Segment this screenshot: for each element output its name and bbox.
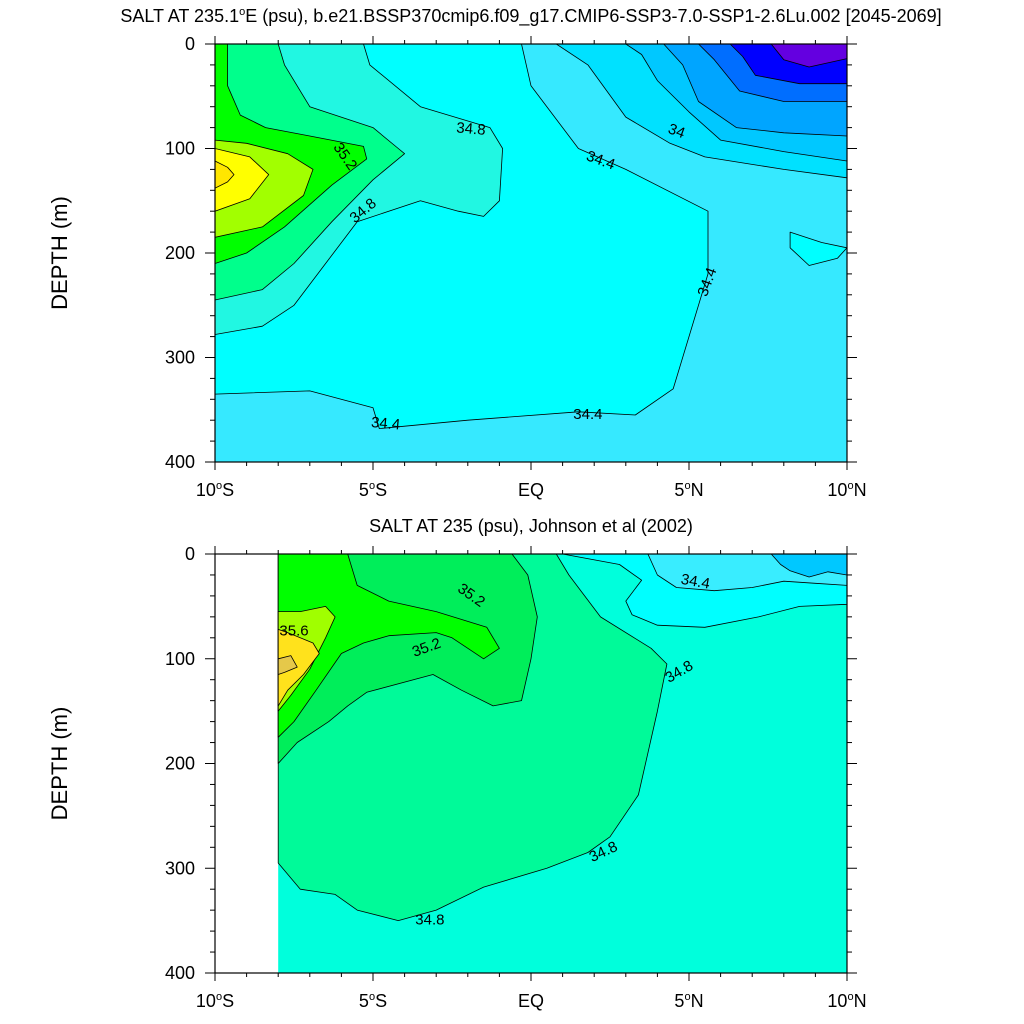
y-axis-label: DEPTH (m): [47, 196, 72, 310]
y-tick-label: 400: [165, 452, 195, 472]
chart-title: SALT AT 235 (psu), Johnson et al (2002): [369, 516, 693, 536]
y-axis: 0 100 200 300 400: [165, 34, 857, 472]
y-tick-label: 300: [165, 858, 195, 878]
y-axis: 0 100 200 300 400: [165, 544, 857, 983]
contour-label: 34.8: [456, 119, 487, 138]
contour-label: 34.4: [680, 571, 712, 593]
contour-label: 34.8: [415, 912, 444, 929]
y-tick-label: 0: [185, 544, 195, 564]
contour-label: 34.4: [370, 414, 401, 433]
x-axis: 10oS 5oS EQ 5oN 10oN: [196, 546, 867, 1011]
x-tick-label: 5oS: [359, 991, 387, 1011]
x-axis: 10oS 5oS EQ 5oN 10oN: [196, 36, 867, 500]
y-axis-label: DEPTH (m): [47, 707, 72, 821]
x-tick-label: EQ: [518, 991, 544, 1011]
y-tick-label: 100: [165, 139, 195, 159]
y-tick-label: 200: [165, 754, 195, 774]
x-tick-label: 10oS: [196, 480, 234, 500]
contour-region-33: [770, 44, 847, 68]
x-tick-label: 10oN: [827, 991, 866, 1011]
contour-region-35-2: [277, 554, 500, 738]
contour-region-35-8: [215, 160, 235, 189]
contour-region-34-2: [770, 554, 847, 578]
contour-label: 34.4: [573, 406, 602, 423]
y-tick-label: 200: [165, 243, 195, 263]
x-tick-label: 10oN: [827, 480, 866, 500]
x-tick-label: 5oN: [674, 480, 703, 500]
contour-region-35-6: [277, 629, 320, 707]
x-tick-label: 5oN: [674, 991, 703, 1011]
contour-region-34-6: [789, 231, 847, 266]
y-tick-label: 0: [185, 34, 195, 54]
chart-title: SALT AT 235.1oE (psu), b.e21.BSSP370cmip…: [120, 6, 941, 27]
contour-label: 35.6: [279, 622, 308, 639]
y-tick-label: 100: [165, 649, 195, 669]
y-tick-label: 400: [165, 963, 195, 983]
contour-region-35-6: [215, 148, 270, 212]
plot-area: 35.235.635.234.434.834.834.8: [277, 554, 847, 973]
y-tick-label: 300: [165, 348, 195, 368]
x-tick-label: EQ: [518, 480, 544, 500]
contour-label: 34: [666, 120, 687, 142]
contour-region-35-8: [277, 655, 298, 675]
x-tick-label: 5oS: [359, 480, 387, 500]
x-tick-label: 10oS: [196, 991, 234, 1011]
